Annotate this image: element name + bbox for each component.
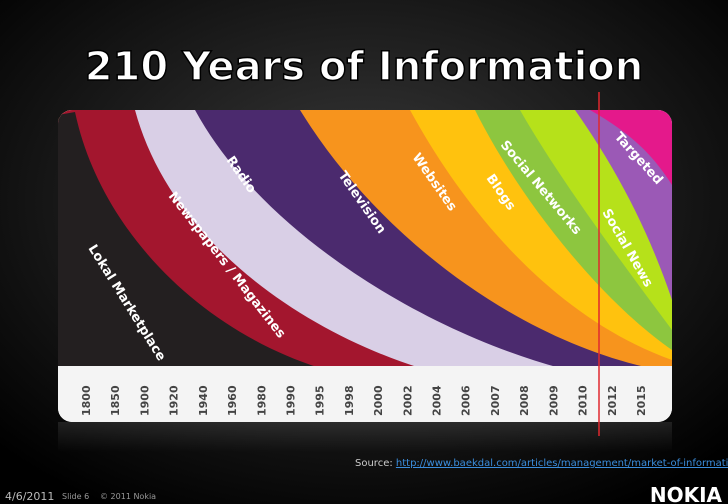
source-prefix: Source: (355, 458, 393, 469)
year-label: 2004 (431, 385, 444, 416)
source: Source: http://www.baekdal.com/articles/… (355, 458, 728, 469)
year-label: 2012 (606, 385, 619, 416)
footer-date: 4/6/2011 (5, 490, 54, 503)
year-label: 2002 (401, 385, 414, 416)
year-label: 2006 (460, 385, 473, 416)
year-label: 1800 (80, 385, 93, 416)
stream-graph: 1800 1850 1900 1920 1940 1960 1980 1990 1995 1998… (58, 110, 672, 422)
stream-lokal (58, 112, 320, 368)
logo: NOKIA (650, 483, 723, 504)
year-strip (58, 366, 672, 422)
year-label: 1850 (109, 385, 122, 416)
footer-slide: Slide 6 (62, 492, 89, 501)
footer-copyright: © 2011 Nokia (100, 492, 156, 501)
year-label: 2010 (577, 385, 590, 416)
year-axis: 1800 1850 1900 1920 1940 1960 1980 1990 1995 1998… (80, 385, 648, 416)
year-label: 2015 (635, 385, 648, 416)
year-label: 2008 (518, 385, 531, 416)
year-label: 2000 (372, 385, 385, 416)
year-label: 1900 (138, 385, 151, 416)
year-label: 1998 (343, 385, 356, 416)
year-label: 1995 (314, 385, 327, 416)
year-label: 2007 (489, 385, 502, 416)
year-label: 2009 (547, 385, 560, 416)
title: 210 Years of Information (85, 44, 644, 90)
year-label: 1920 (168, 385, 181, 416)
reflection (58, 422, 672, 452)
source-link[interactable]: http://www.baekdal.com/articles/manageme… (396, 458, 728, 469)
year-label: 1940 (197, 385, 210, 416)
year-label: 1960 (226, 385, 239, 416)
year-label: 1990 (284, 385, 297, 416)
year-label: 1980 (255, 385, 268, 416)
